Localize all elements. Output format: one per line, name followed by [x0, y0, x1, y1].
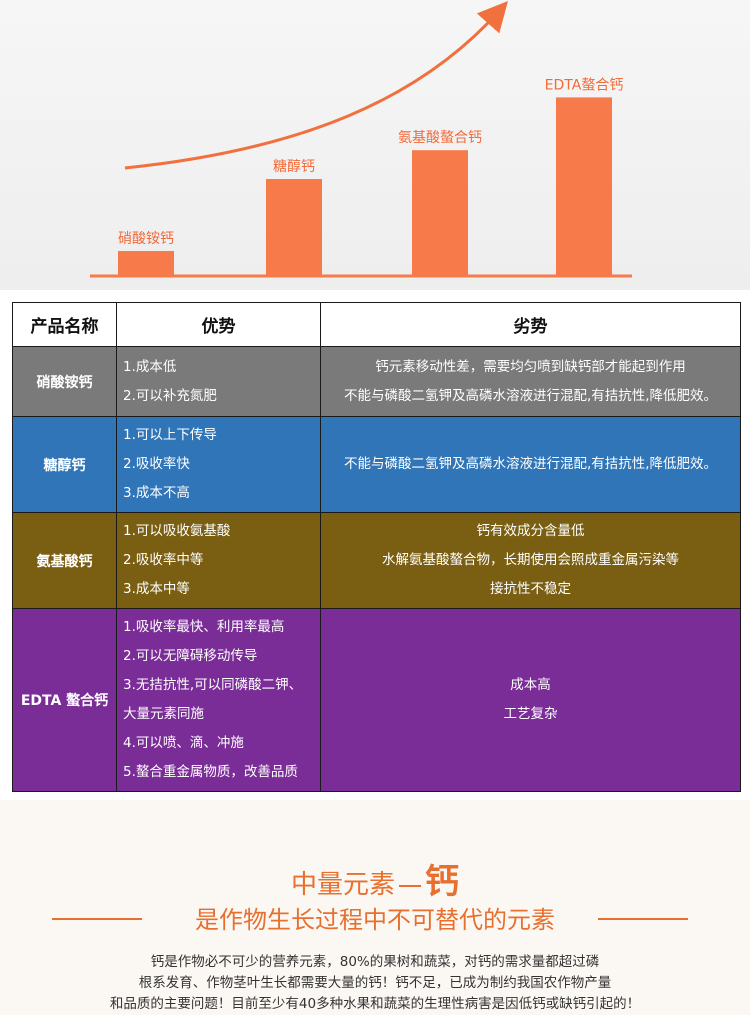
- pro-item: 3.无拮抗性,可以同磷酸二钾、: [123, 677, 303, 693]
- subheading: 是作物生长过程中不可替代的元素: [195, 906, 555, 934]
- bars-group: 硝酸铵钙 糖醇钙 氨基酸螯合钙 EDTA螯合钙: [118, 77, 624, 276]
- pro-item: 2.可以补充氮肥: [123, 387, 217, 404]
- heading-part1: 中量元素: [290, 870, 395, 900]
- con-item: 不能与磷酸二氢钾及高磷水溶液进行混配,有拮抗性,降低肥效。: [343, 387, 718, 404]
- table-row-calcium-ammonium-nitrate: 硝酸铵钙 1.成本低 2.可以补充氮肥 钙元素移动性差，需要均匀喷到缺钙部才能起…: [12, 346, 741, 417]
- bar-label-3: EDTA螯合钙: [545, 77, 624, 93]
- row-name: 氨基酸钙: [12, 512, 117, 609]
- pro-item: 4.可以喷、滴、冲施: [123, 735, 244, 751]
- con-item: 接抗性不稳定: [490, 581, 571, 597]
- pro-item: 2.吸收率中等: [123, 552, 204, 568]
- paragraph-line: 根系发育、作物茎叶生长都需要大量的钙！钙不足，已成为制约我国农作物产量: [138, 975, 612, 991]
- con-item: 钙有效成分含量低: [476, 523, 585, 539]
- bar-label-2: 氨基酸螯合钙: [398, 129, 482, 146]
- row-cons: 钙元素移动性差，需要均匀喷到缺钙部才能起到作用 不能与磷酸二氢钾及高磷水溶液进行…: [320, 346, 741, 417]
- con-item: 水解氨基酸螯合物，长期使用会照成重金属污染等: [382, 552, 679, 568]
- row-cons: 钙有效成分含量低 水解氨基酸螯合物，长期使用会照成重金属污染等 接抗性不稳定: [320, 512, 741, 609]
- pro-item: 3.成本中等: [123, 581, 190, 597]
- con-item: 不能与磷酸二氢钾及高磷水溶液进行混配,有拮抗性,降低肥效。: [343, 456, 718, 472]
- row-pros: 1.成本低 2.可以补充氮肥: [116, 346, 321, 417]
- table-row-amino-acid-calcium: 氨基酸钙 1.可以吸收氨基酸 2.吸收率中等 3.成本中等 钙有效成分含量低 水…: [12, 512, 741, 609]
- row-pros: 1.吸收率最快、利用率最高 2.可以无障碍移动传导 3.无拮抗性,可以同磷酸二钾…: [116, 608, 321, 792]
- pro-item: 大量元素同施: [123, 706, 204, 722]
- con-item: 钙元素移动性差，需要均匀喷到缺钙部才能起到作用: [375, 358, 686, 375]
- paragraph-line: 钙是作物必不可少的营养元素，80%的果树和蔬菜，对钙的需求量都超过磷: [150, 954, 600, 970]
- chart-canvas: 硝酸铵钙 糖醇钙 氨基酸螯合钙 EDTA螯合钙: [90, 1, 632, 278]
- bar-label-1: 糖醇钙: [273, 158, 315, 175]
- row-cons: 不能与磷酸二氢钾及高磷水溶液进行混配,有拮抗性,降低肥效。: [320, 416, 741, 513]
- section-heading: 中量元素钙: [0, 854, 750, 903]
- header-product-name: 产品名称: [12, 302, 117, 347]
- row-cons: 成本高 工艺复杂: [320, 608, 741, 792]
- comparison-table: 产品名称 优势 劣势 硝酸铵钙 1.成本低 2.可以补充氮肥 钙元素移动性差，需…: [12, 302, 741, 792]
- calcium-intro-section: 中量元素钙 是作物生长过程中不可替代的元素 钙是作物必不可少的营养元素，80%的…: [0, 800, 750, 1015]
- comparison-table-section: 产品名称 优势 劣势 硝酸铵钙 1.成本低 2.可以补充氮肥 钙元素移动性差，需…: [12, 302, 741, 792]
- pro-item: 2.可以无障碍移动传导: [123, 648, 258, 664]
- bar-label-0: 硝酸铵钙: [118, 231, 174, 247]
- bar-3: [556, 97, 612, 276]
- header-disadvantages: 劣势: [320, 302, 741, 347]
- pro-item: 1.可以吸收氨基酸: [123, 523, 231, 539]
- con-item: 工艺复杂: [503, 706, 558, 722]
- row-pros: 1.可以上下传导 2.吸收率快 3.成本不高: [116, 416, 321, 513]
- row-name: 硝酸铵钙: [12, 346, 117, 417]
- bar-2: [412, 150, 468, 275]
- subheading-right-line: [598, 918, 688, 920]
- pro-item: 5.螯合重金属物质，改善品质: [123, 764, 298, 780]
- calcium-growth-chart: 硝酸铵钙 糖醇钙 氨基酸螯合钙 EDTA螯合钙: [0, 0, 750, 290]
- paragraph-line: 和品质的主要问题！目前至少有40多种水果和蔬菜的生理性病害是因低钙或缺钙引起的！: [109, 996, 641, 1012]
- pro-item: 1.成本低: [123, 358, 177, 375]
- row-name: 糖醇钙: [12, 416, 117, 513]
- intro-paragraph: 钙是作物必不可少的营养元素，80%的果树和蔬菜，对钙的需求量都超过磷 根系发育、…: [0, 952, 750, 1015]
- trend-arrow: [124, 1, 508, 170]
- header-advantages: 优势: [116, 302, 321, 347]
- bar-0: [118, 251, 174, 275]
- heading-part2: 钙: [425, 862, 459, 902]
- bar-1: [266, 179, 322, 275]
- pro-item: 3.成本不高: [123, 485, 190, 501]
- con-item: 成本高: [510, 677, 551, 693]
- pro-item: 1.可以上下传导: [123, 427, 217, 443]
- row-name: EDTA 螯合钙: [12, 608, 117, 792]
- subheading-row: 是作物生长过程中不可替代的元素: [0, 900, 750, 934]
- table-row-sugar-alcohol-calcium: 糖醇钙 1.可以上下传导 2.吸收率快 3.成本不高 不能与磷酸二氢钾及高磷水溶…: [12, 416, 741, 513]
- subheading-left-line: [52, 918, 142, 920]
- pro-item: 2.吸收率快: [123, 456, 190, 472]
- row-pros: 1.可以吸收氨基酸 2.吸收率中等 3.成本中等: [116, 512, 321, 609]
- pro-item: 1.吸收率最快、利用率最高: [123, 619, 285, 635]
- table-header-row: 产品名称 优势 劣势: [12, 302, 741, 347]
- table-row-edta-chelated-calcium: EDTA 螯合钙 1.吸收率最快、利用率最高 2.可以无障碍移动传导 3.无拮抗…: [12, 608, 741, 792]
- heading-dash: [399, 884, 421, 887]
